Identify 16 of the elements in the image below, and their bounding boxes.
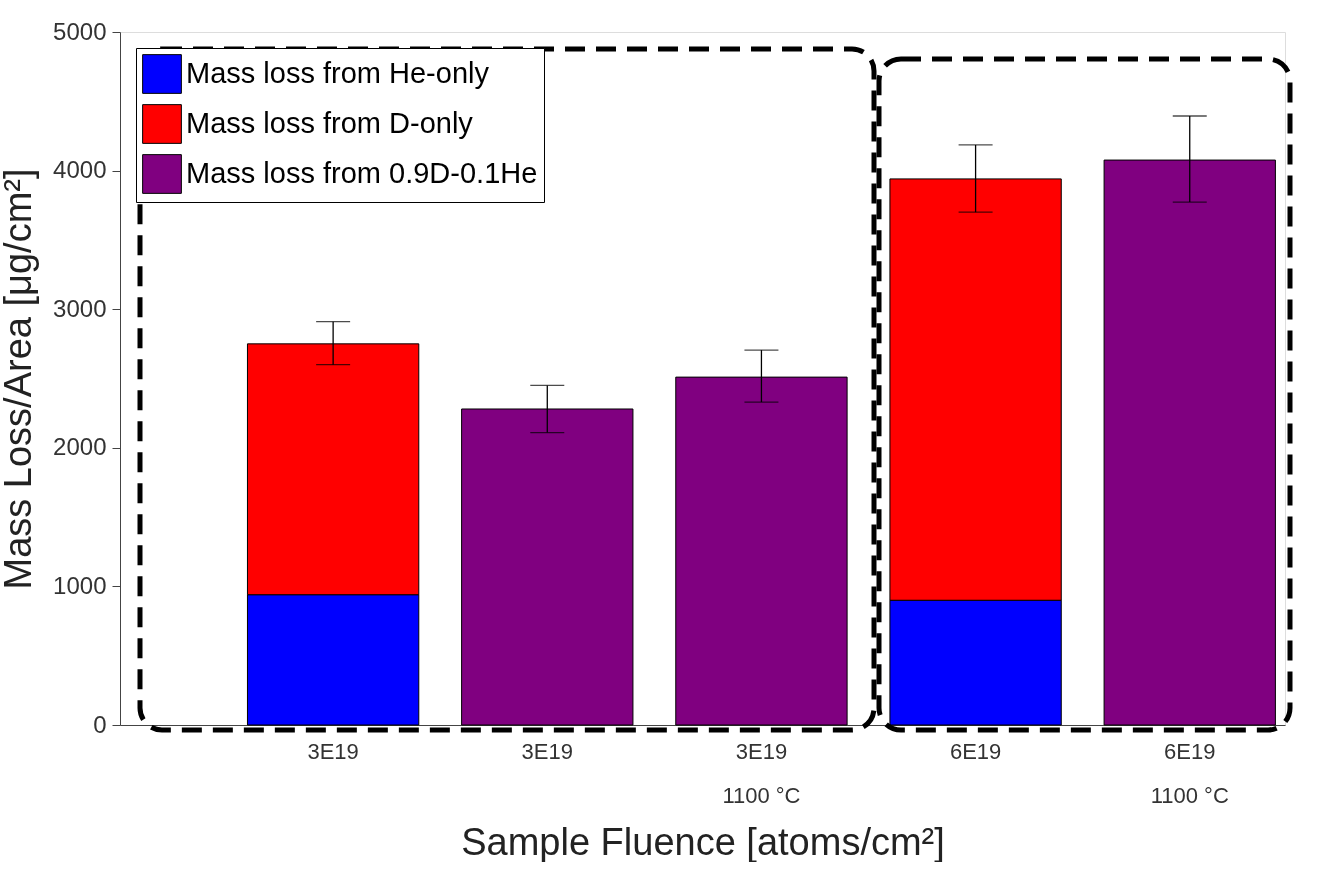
legend-label: Mass loss from He-only	[186, 57, 490, 89]
legend-label: Mass loss from D-only	[186, 107, 474, 139]
y-tick-label: 4000	[53, 156, 107, 184]
y-tick-label: 3000	[53, 294, 107, 322]
legend-label: Mass loss from 0.9D-0.1He	[186, 157, 538, 189]
y-tick-label: 1000	[53, 571, 107, 599]
x-tick-label: 3E19 1100 °C	[722, 738, 801, 808]
x-axis-title: Sample Fluence [atoms/cm²]	[461, 820, 945, 863]
x-tick-label: 6E19 1100 °C	[1150, 738, 1229, 808]
x-tick-label: 6E19	[949, 738, 1002, 764]
x-tick-label: 3E19	[307, 738, 359, 764]
y-tick-label: 2000	[53, 433, 107, 461]
y-axis-title: Mass Loss/Area [μg/cm²]	[0, 168, 40, 590]
y-tick-label: 0	[93, 710, 107, 738]
x-tick-label: 3E19	[521, 738, 573, 764]
y-tick-label: 5000	[53, 17, 107, 45]
